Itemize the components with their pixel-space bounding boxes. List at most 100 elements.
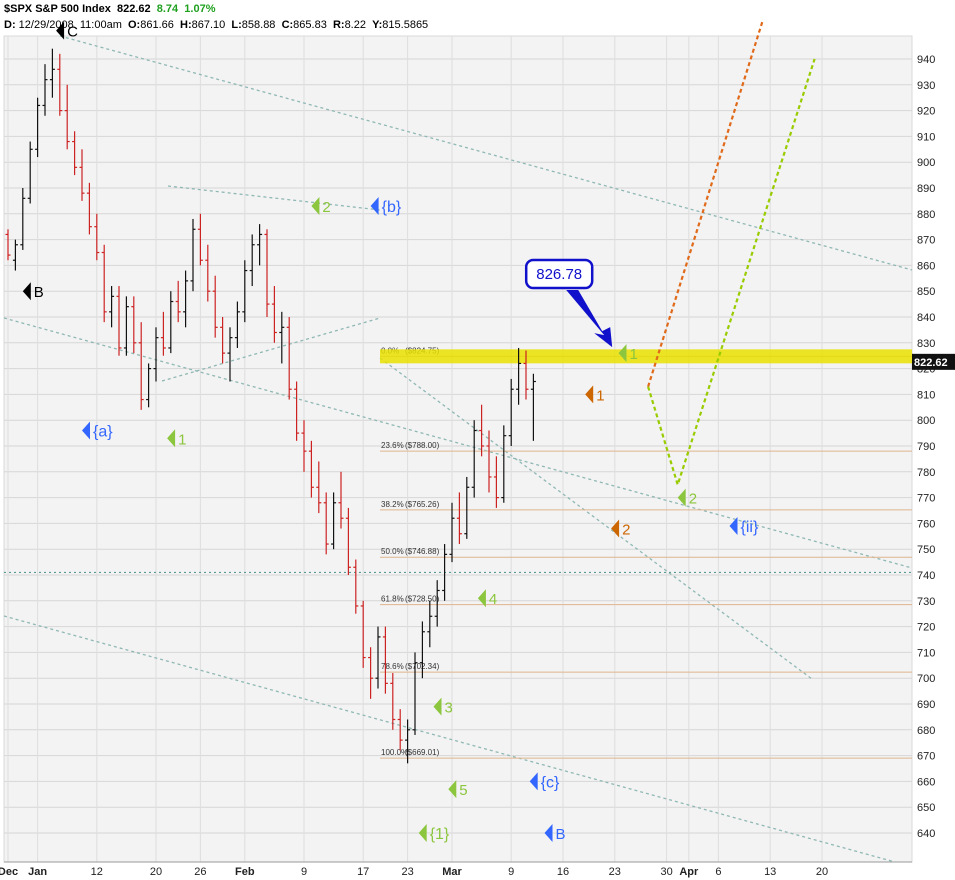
fib-pct-label: 61.8% (381, 595, 404, 604)
wave-marker (22, 282, 31, 301)
last-price-tag-text: 822.62 (914, 357, 948, 369)
x-tick-label: 9 (508, 866, 514, 878)
price-bar (493, 456, 499, 508)
fib-value-label: ($669.01) (405, 748, 440, 757)
callout-text: 826.78 (536, 266, 582, 283)
y-tick-label: 780 (917, 467, 935, 479)
price-bar (205, 244, 211, 302)
gridlines (4, 36, 912, 862)
price-change-pct: 1.07% (184, 3, 216, 15)
price-bar (72, 131, 78, 176)
price-bar (323, 492, 329, 555)
wave-marker (585, 385, 594, 404)
price-bar (220, 317, 226, 364)
y-tick-label: 680 (917, 725, 935, 737)
wave-label: {a} (93, 424, 113, 441)
wave-marker (82, 421, 90, 440)
high-value: 867.10 (191, 19, 226, 31)
x-tick-label: Apr (679, 866, 699, 878)
price-bar (345, 507, 351, 575)
wave-marker (544, 824, 553, 842)
price-bar (353, 559, 359, 614)
price-bar (368, 647, 374, 699)
open-label: O: (127, 19, 141, 31)
wave-label: 1 (630, 346, 638, 363)
wave-label: {b} (382, 199, 402, 216)
time-value: 11:00am (79, 19, 122, 31)
price-bar (227, 327, 233, 382)
y-tick-label: 920 (917, 106, 935, 118)
trendline (3, 317, 913, 569)
price-bar (64, 84, 70, 150)
price-bar (257, 224, 263, 266)
wave-label: 1 (596, 387, 604, 404)
price-change: 8.74 (156, 3, 179, 15)
wave-label: 2 (622, 522, 630, 539)
fib-pct-label: 50.0% (381, 547, 404, 556)
wave-label: C (67, 24, 78, 41)
wave-label: {ii} (741, 519, 759, 536)
close-label: C: (281, 19, 294, 31)
y-tick-label: 870 (917, 235, 935, 247)
wave-marker (477, 589, 486, 608)
y-tick-label: 890 (917, 183, 935, 195)
price-bar (153, 327, 159, 382)
price-bar (27, 141, 33, 204)
range-value: 8.22 (344, 19, 366, 31)
x-tick-label: 17 (357, 866, 369, 878)
price-bar (331, 492, 337, 550)
y-tick-label: 880 (917, 209, 935, 221)
price-bar (412, 652, 418, 735)
y-tick-label: 730 (917, 596, 935, 608)
wave-label: 2 (322, 199, 330, 216)
low-label: L: (231, 19, 242, 31)
y-tick-label: 940 (917, 54, 935, 66)
y-tick-label: 660 (917, 776, 935, 788)
price-bar (405, 719, 411, 764)
y-tick-label: 670 (917, 751, 935, 763)
high-label: H: (180, 19, 192, 31)
price-bar (427, 600, 433, 648)
low-value: 858.88 (241, 19, 276, 31)
open-value: 861.66 (140, 19, 174, 31)
price-bar (434, 580, 440, 627)
price-bar (123, 296, 129, 356)
fib-value-label: ($746.88) (405, 547, 440, 556)
price-bar (86, 182, 92, 235)
price-bar (271, 286, 277, 343)
price-bar (508, 378, 514, 446)
price-bar (360, 600, 366, 668)
x-tick-label: 12 (91, 866, 103, 878)
price-bar (131, 296, 137, 354)
close-value: 865.83 (293, 19, 327, 31)
y-tick-label: 750 (917, 544, 935, 556)
price-bar (5, 229, 11, 261)
wave-label: 5 (459, 782, 467, 799)
fibonacci-levels: 0.0%($824.75)23.6%($788.00)38.2%($765.26… (380, 346, 912, 759)
x-tick-label: 16 (557, 866, 569, 878)
price-bar (94, 213, 100, 261)
y-tick-label: 860 (917, 260, 935, 272)
wave-marker (611, 519, 620, 538)
price-bar (12, 239, 18, 271)
y-tick-label: 830 (917, 338, 935, 350)
callout-arrow (566, 290, 613, 348)
projection-path (647, 58, 816, 489)
price-bar (264, 229, 270, 317)
wave-label: 1 (178, 431, 186, 448)
wave-label: B (34, 284, 44, 301)
fib-pct-label: 38.2% (381, 500, 404, 509)
wave-label: {1} (430, 826, 450, 843)
wave-marker (529, 772, 538, 791)
price-bar (146, 363, 152, 408)
price-bar (35, 97, 41, 158)
price-bar (308, 440, 314, 498)
price-bar (464, 476, 470, 539)
price-bar (168, 291, 174, 354)
price-bar (301, 420, 307, 472)
price-bar (382, 626, 388, 694)
price-bar (279, 311, 285, 364)
price-bar (338, 471, 344, 529)
fib-value-label: ($765.26) (405, 500, 440, 509)
